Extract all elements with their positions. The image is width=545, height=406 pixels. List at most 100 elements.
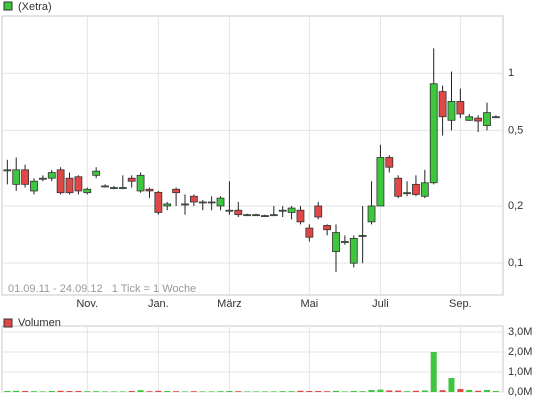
candle-body <box>207 201 216 204</box>
candle-body <box>83 188 92 194</box>
volume-bar <box>30 391 37 392</box>
volume-bar <box>448 378 455 392</box>
volume-bar <box>439 390 446 392</box>
volume-bar <box>57 390 64 392</box>
x-tick-label: Jan. <box>148 298 169 310</box>
candle-body <box>429 83 438 184</box>
volume-bar <box>84 391 91 392</box>
price-plot-frame <box>1 15 504 296</box>
volume-bar <box>368 390 375 392</box>
candle-body <box>198 201 207 204</box>
candle-body <box>127 177 136 182</box>
volume-bar <box>261 391 268 392</box>
volume-bar <box>102 391 109 392</box>
volume-bar <box>75 391 82 392</box>
volume-bar <box>484 390 491 392</box>
candle-body <box>340 241 349 243</box>
candle-body <box>491 116 500 119</box>
y-tick-label: 0,1 <box>508 257 523 269</box>
volume-bar <box>244 391 251 392</box>
volume-bar <box>208 391 215 392</box>
candle-body <box>474 117 483 122</box>
volume-bar <box>412 390 419 392</box>
volume-bar <box>253 391 260 392</box>
volume-bar <box>217 391 224 392</box>
candle-body <box>420 182 429 197</box>
candle-body <box>287 207 296 213</box>
candle-body <box>447 101 456 121</box>
candle-body <box>278 209 287 212</box>
volume-bar <box>297 390 304 392</box>
candle-body <box>349 238 358 264</box>
legend-swatch <box>3 318 13 328</box>
volume-bar <box>377 389 384 392</box>
volume-bar <box>457 389 464 392</box>
volume-bar <box>333 390 339 392</box>
candle-body <box>261 215 269 218</box>
volume-bar <box>315 391 322 392</box>
candle-body <box>323 225 332 231</box>
candle-body <box>358 235 367 237</box>
volume-bar <box>199 391 206 392</box>
volume-bar <box>39 391 46 392</box>
candle-body <box>118 187 127 189</box>
volume-bar <box>155 390 162 392</box>
volume-bar <box>137 390 144 392</box>
volume-bar <box>324 391 331 392</box>
volume-bar <box>306 391 313 392</box>
volume-bar <box>350 391 357 392</box>
volume-bar <box>146 391 153 392</box>
candle-body <box>21 169 29 185</box>
y-tick-label: 2,0M <box>508 346 532 358</box>
candle-body <box>136 174 145 192</box>
range-note: 01.09.11 - 24.09.12 1 Tick = 1 Woche <box>8 283 196 295</box>
candle-body <box>101 185 109 188</box>
x-tick-label: Juli <box>372 298 389 310</box>
y-tick-label: 1 <box>508 67 514 79</box>
candle-body <box>456 101 465 115</box>
candle-body <box>305 227 314 238</box>
y-tick-label: 1,0M <box>508 366 532 378</box>
volume-bar <box>492 391 499 392</box>
candle-body <box>145 188 154 192</box>
candle-body <box>181 203 189 206</box>
candle-body <box>65 177 74 194</box>
volume-bar <box>22 391 29 392</box>
volume-bar <box>359 391 366 392</box>
candle-body <box>296 209 305 223</box>
candle-body <box>163 203 172 207</box>
candle-body <box>438 91 447 118</box>
candle-body <box>110 187 118 189</box>
volume-bar <box>93 391 100 392</box>
volume-bar <box>226 391 233 392</box>
volume-bar <box>395 390 402 392</box>
volume-bar <box>288 391 295 392</box>
volume-bar <box>164 391 171 392</box>
x-tick-label: Mai <box>300 298 318 310</box>
candle-body <box>412 183 420 195</box>
candle-body <box>483 112 491 126</box>
candle-body <box>189 195 198 203</box>
candle-body <box>394 177 403 197</box>
volume-bar <box>119 391 126 392</box>
volume-bar <box>421 390 428 392</box>
volume-bar <box>173 391 180 392</box>
candle-body <box>12 169 21 185</box>
volume-bar <box>181 391 188 392</box>
volume-bar <box>270 391 277 392</box>
candle-body <box>385 157 394 168</box>
candle-body <box>74 176 83 192</box>
candle-body <box>332 232 340 253</box>
volume-bar <box>404 391 411 392</box>
candle-body <box>243 214 252 217</box>
x-tick-label: März <box>217 298 241 310</box>
candle-body <box>367 205 376 223</box>
x-tick-label: Nov. <box>76 298 98 310</box>
candle-body <box>172 188 181 194</box>
legend-label: Volumen <box>18 317 61 329</box>
volume-plot-frame <box>1 325 504 393</box>
volume-bar <box>110 391 117 392</box>
x-tick-label: Sep. <box>449 298 472 310</box>
volume-bar <box>430 352 437 392</box>
